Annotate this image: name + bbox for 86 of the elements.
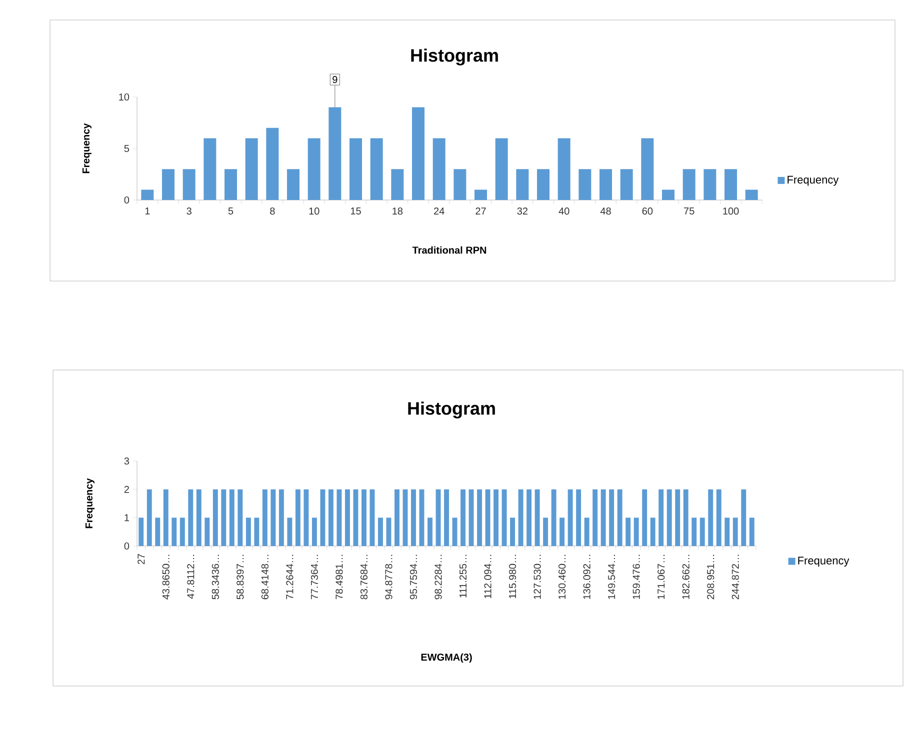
x-tick-label: 95.7594… [410, 554, 418, 600]
bar [495, 138, 508, 200]
chart-title: Histogram [411, 48, 498, 66]
bar [641, 138, 654, 200]
x-tick-label: 182.662… [682, 554, 690, 599]
x-tick-label: 48 [600, 208, 611, 215]
x-tick-label: 77.7364… [310, 554, 318, 600]
y-axis-title: Frequency [86, 478, 94, 528]
x-tick-label: 58.3436… [212, 554, 219, 600]
x-tick-label: 60 [642, 208, 653, 215]
x-tick-label: 112.094… [484, 554, 492, 598]
bar [370, 138, 383, 200]
chart-title: Histogram [408, 402, 495, 418]
bar [620, 169, 633, 200]
bar [724, 169, 738, 200]
y-tick-label: 1 [124, 514, 129, 522]
x-tick-label: 127.530… [534, 554, 541, 599]
x-tick-label: 71.2644… [286, 554, 294, 600]
x-tick-label: 98.2284… [434, 554, 442, 600]
data-label: 9 [332, 76, 338, 84]
bar [704, 169, 716, 200]
x-axis-title: Traditional RPN [412, 246, 486, 254]
y-tick-label: 5 [124, 145, 130, 152]
x-tick-label: 149.544… [608, 554, 616, 599]
x-tick-label: 18 [392, 208, 403, 215]
x-tick-label: 130.460… [558, 554, 566, 599]
x-tick-label: 15 [350, 208, 361, 215]
x-tick-label: 1 [145, 208, 150, 214]
bar [432, 138, 446, 200]
bar [308, 138, 320, 200]
bar [474, 190, 488, 200]
bar [182, 169, 196, 200]
x-tick-label: 58.8397… [236, 554, 244, 600]
bar [682, 169, 696, 200]
bar [558, 138, 570, 200]
x-tick-label: 244.872… [732, 554, 739, 600]
x-tick-label: 111.255… [459, 554, 467, 598]
bar [662, 190, 675, 200]
y-tick-label: 10 [119, 93, 130, 101]
bar [266, 128, 279, 200]
bar [245, 138, 258, 200]
x-tick-label: 115.980… [508, 554, 516, 598]
x-tick-label: 32 [517, 208, 528, 215]
bar [141, 190, 154, 200]
bar [516, 169, 529, 200]
x-tick-label: 94.8778… [385, 554, 392, 600]
bar [287, 169, 300, 200]
x-axis-title: EWGMA(3) [421, 653, 472, 663]
bar [328, 107, 342, 200]
y-tick-label: 0 [124, 196, 130, 204]
bar [537, 169, 550, 200]
y-tick-label: 3 [124, 457, 130, 465]
x-tick-label: 208.951… [707, 554, 714, 600]
x-tick-label: 24 [434, 208, 444, 215]
bar [578, 169, 592, 200]
x-tick-label: 5 [228, 208, 234, 215]
bar [745, 190, 758, 200]
x-tick-label: 136.092… [583, 554, 590, 599]
x-tick-label: 75 [684, 208, 694, 215]
x-tick-label: 171.067… [658, 554, 665, 599]
legend-label: Frequency [798, 556, 850, 567]
y-axis-title: Frequency [82, 123, 92, 174]
bar [391, 169, 404, 200]
legend-label: Frequency [788, 176, 839, 186]
bar [412, 107, 425, 200]
y-tick-label: 2 [124, 486, 129, 493]
bar [224, 169, 238, 200]
x-tick-label: 78.4981… [336, 554, 343, 600]
x-tick-label: 27 [476, 208, 486, 215]
bar [350, 138, 362, 200]
x-tick-label: 40 [558, 208, 570, 215]
x-tick-label: 68.4148… [261, 554, 268, 600]
x-tick-label: 47.8112… [187, 554, 194, 599]
bar [600, 169, 612, 200]
y-tick-label: 0 [124, 542, 130, 550]
x-tick-label: 159.476… [632, 554, 640, 599]
x-tick-label: 8 [270, 208, 275, 215]
x-tick-label: 27 [138, 554, 145, 564]
x-tick-label: 43.8650… [162, 554, 170, 600]
x-tick-label: 10 [309, 208, 320, 215]
x-tick-label: 83.7684… [360, 554, 368, 600]
bar [162, 169, 175, 200]
bar [204, 138, 216, 200]
x-tick-label: 100 [723, 208, 739, 215]
x-tick-label: 3 [186, 208, 192, 215]
bar [454, 169, 466, 200]
